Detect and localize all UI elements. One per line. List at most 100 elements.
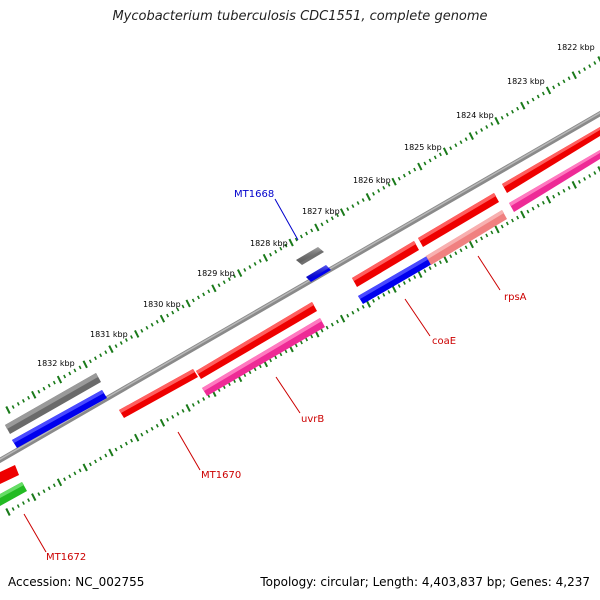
tick-mark [413, 275, 417, 279]
tick-mark [531, 206, 535, 211]
feature-red-uvrb[interactable] [196, 302, 317, 379]
tick-mark [202, 397, 206, 401]
tick-mark [417, 162, 423, 171]
tick-mark [269, 358, 273, 363]
tick-mark [356, 307, 360, 312]
tick-mark [490, 230, 494, 235]
feature-gray-left[interactable] [5, 373, 101, 434]
tick-mark [361, 304, 365, 309]
tick-mark [176, 307, 180, 312]
tick-mark [99, 456, 103, 461]
tick-mark [145, 325, 149, 330]
tick-mark [288, 238, 294, 247]
feature-red-mt1672[interactable] [0, 465, 19, 484]
map-title: Mycobacterium tuberculosis CDC1551, comp… [112, 9, 488, 24]
tick-mark [99, 353, 103, 358]
feature-red-rpsa[interactable] [418, 193, 499, 247]
tick-mark [274, 355, 278, 360]
tick-mark [351, 204, 355, 208]
tick-label: 1831 kbp [90, 330, 128, 339]
tick-mark [346, 313, 350, 318]
tick-mark [227, 277, 231, 281]
tick-mark [428, 266, 432, 270]
feature-green-mt1672[interactable] [0, 482, 27, 506]
tick-mark [545, 86, 552, 95]
feature-pink-right[interactable] [509, 150, 600, 212]
tick-mark [181, 304, 185, 309]
tick-label: 1826 kbp [353, 176, 391, 185]
genome-backbone [0, 110, 600, 464]
tick-label: 1828 kbp [250, 239, 288, 248]
tick-mark [417, 270, 423, 279]
feature-blue-mt1668[interactable] [306, 265, 331, 282]
feature-gray-mt1668[interactable] [296, 247, 324, 265]
tick-mark [42, 489, 46, 494]
tick-mark [408, 278, 411, 282]
feature-pink-uvrb[interactable] [202, 318, 325, 396]
tick-mark [294, 237, 298, 242]
gene-label-rpsa[interactable]: rpsA [504, 292, 527, 303]
callout-mt1672 [23, 513, 47, 553]
tick-mark [248, 370, 252, 375]
tick-mark [474, 239, 478, 244]
tick-mark [387, 290, 391, 294]
tick-mark [567, 76, 571, 81]
gene-label-uvrb[interactable]: uvrB [301, 414, 324, 425]
tick-mark [5, 508, 11, 516]
callout-rpsa [477, 255, 501, 291]
tick-mark [330, 216, 334, 221]
tick-mark [454, 251, 458, 256]
tick-mark [325, 325, 329, 330]
feature-salmon-rpsa[interactable] [426, 210, 507, 265]
tick-mark [185, 299, 191, 308]
tick-mark [485, 233, 489, 238]
tick-mark [140, 432, 144, 437]
tick-mark [124, 338, 128, 342]
tick-mark [588, 174, 592, 178]
tick-label: 1823 kbp [507, 77, 545, 86]
tick-mark [134, 329, 140, 338]
tick-mark [21, 399, 25, 403]
tick-mark [402, 281, 406, 285]
tick-mark [520, 210, 526, 219]
tick-mark [145, 429, 149, 434]
tick-mark [320, 328, 324, 333]
feature-red-coae[interactable] [352, 241, 419, 287]
tick-mark [197, 295, 200, 300]
gene-label-coae[interactable]: coaE [432, 336, 456, 347]
tick-mark [269, 252, 273, 257]
tick-mark [155, 423, 159, 428]
tick-mark [552, 194, 556, 199]
tick-mark [258, 259, 262, 263]
tick-mark [335, 213, 339, 218]
feature-blue-coae[interactable] [358, 256, 432, 304]
tick-ruler-outer [5, 56, 600, 414]
feature-red-right[interactable] [502, 127, 600, 193]
tick-mark [243, 373, 247, 378]
tick-mark [314, 223, 320, 232]
tick-mark [155, 319, 159, 324]
tick-mark [108, 448, 114, 457]
tick-mark [536, 203, 540, 208]
tick-mark [171, 310, 175, 315]
tick-mark [330, 322, 334, 327]
tick-mark [159, 418, 166, 427]
tick-mark [27, 395, 31, 400]
tick-mark [114, 344, 118, 348]
tick-mark [104, 453, 108, 458]
tick-mark [31, 493, 37, 502]
tick-mark [571, 180, 577, 189]
feature-red-mt1670[interactable] [119, 369, 198, 418]
tick-mark [408, 170, 411, 175]
tick-mark [433, 263, 437, 268]
gene-label-mt1668[interactable]: MT1668 [234, 189, 274, 200]
tick-mark [511, 218, 514, 223]
feature-blue-left[interactable] [12, 390, 107, 448]
gene-label-mt1670[interactable]: MT1670 [201, 470, 241, 481]
tick-mark [211, 284, 217, 293]
tick-mark [377, 189, 381, 193]
gene-label-mt1672[interactable]: MT1672 [46, 552, 86, 563]
tick-mark [253, 262, 257, 266]
accession-text: Accession: NC_002755 [8, 575, 145, 589]
tick-mark [171, 414, 175, 419]
